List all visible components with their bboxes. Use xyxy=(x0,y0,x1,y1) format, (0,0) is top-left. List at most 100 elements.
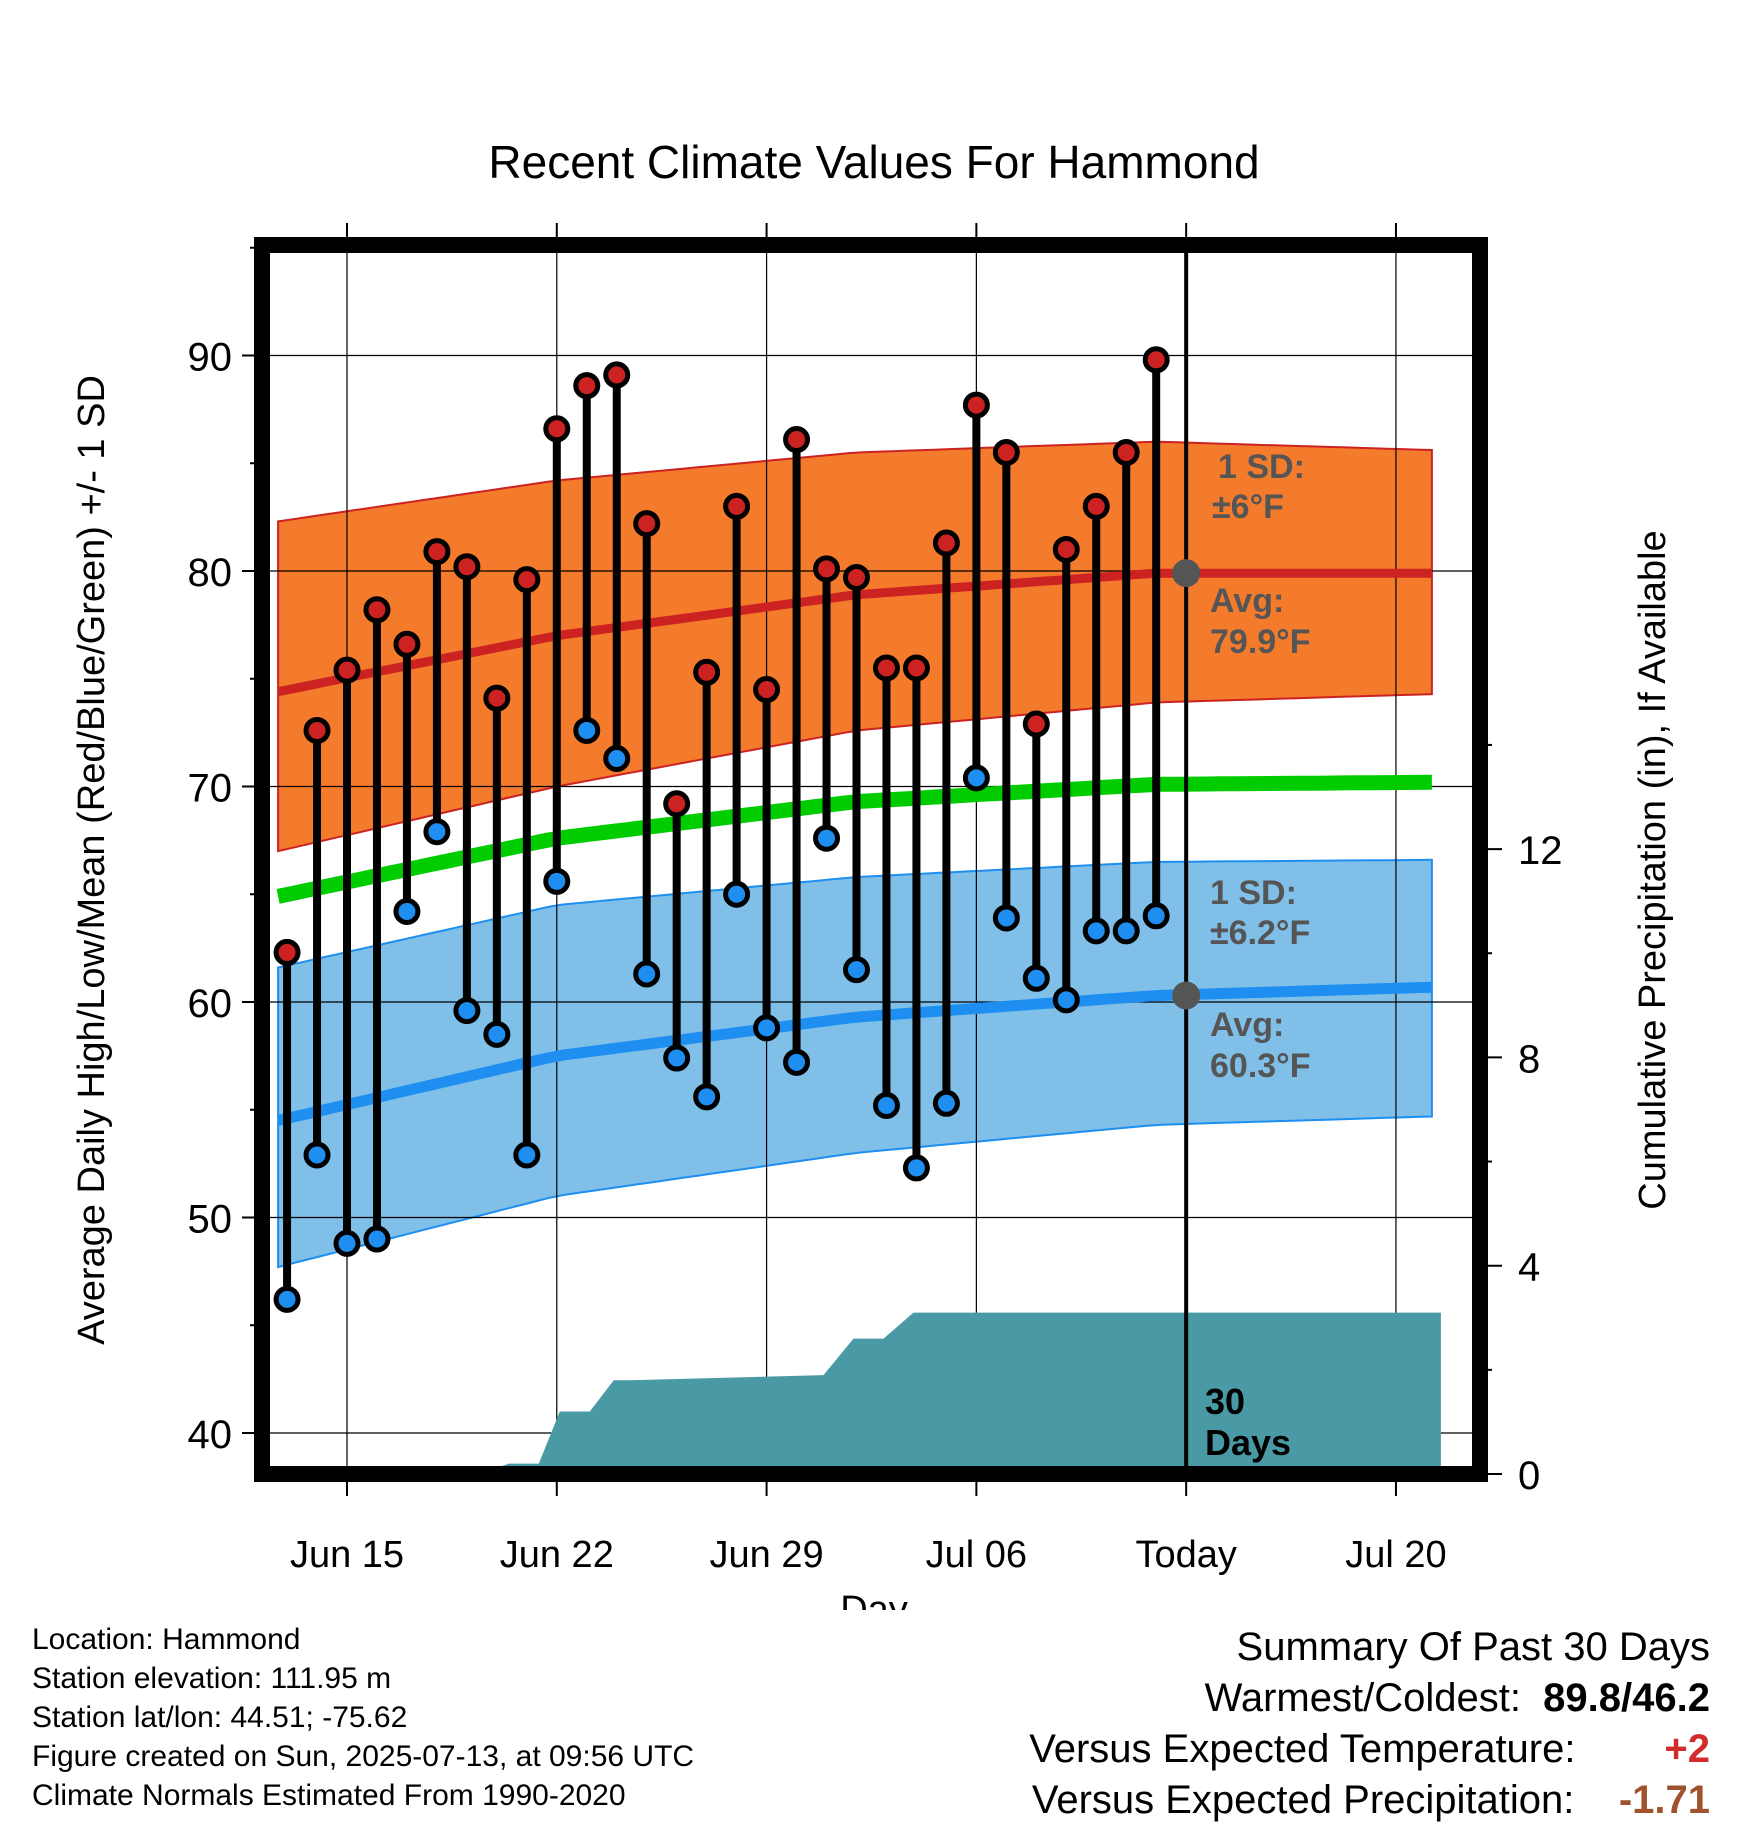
high-point xyxy=(393,630,421,658)
high-point xyxy=(273,938,301,966)
low-point xyxy=(932,1089,960,1117)
low-point xyxy=(842,956,870,984)
chart-title: Recent Climate Values For Hammond xyxy=(488,136,1259,188)
normal-low-line xyxy=(276,981,1433,1126)
latlon-text: Station lat/lon: 44.51; -75.62 xyxy=(32,1701,408,1734)
low-point xyxy=(453,997,481,1025)
y-tick-label: 70 xyxy=(188,767,233,811)
high-point xyxy=(423,538,451,566)
high-point xyxy=(813,555,841,583)
high-point xyxy=(1112,438,1140,466)
high-point xyxy=(663,790,691,818)
summary-title: Summary Of Past 30 Days xyxy=(1236,1625,1710,1669)
created-text: Figure created on Sun, 2025-07-13, at 09… xyxy=(32,1740,695,1773)
low-point xyxy=(603,744,631,772)
high-point xyxy=(902,654,930,682)
low-point xyxy=(872,1091,900,1119)
y2-tick-label: 12 xyxy=(1518,829,1563,873)
high-point xyxy=(483,684,511,712)
high-point xyxy=(1142,346,1170,374)
low-point xyxy=(962,764,990,792)
low-point xyxy=(483,1020,511,1048)
low-point xyxy=(363,1225,391,1253)
high-point xyxy=(962,391,990,419)
low-point xyxy=(543,867,571,895)
normals-text: Climate Normals Estimated From 1990-2020 xyxy=(32,1779,626,1812)
warm-cold-row: Warmest/Coldest: 89.8/46.2 xyxy=(1029,1673,1710,1724)
precip-value: -1.71 xyxy=(1618,1778,1710,1822)
y-axis-label: Average Daily High/Low/Mean (Red/Blue/Gr… xyxy=(71,375,113,1345)
precip-label: Versus Expected Precipitation: xyxy=(1031,1778,1575,1822)
y-tick-label: 50 xyxy=(188,1198,233,1242)
low-point xyxy=(1112,917,1140,945)
high-avg-title: Avg: xyxy=(1210,582,1284,620)
low-point xyxy=(663,1044,691,1072)
y2-tick-label: 4 xyxy=(1518,1246,1540,1290)
low-point xyxy=(1082,917,1110,945)
low-point xyxy=(693,1083,721,1111)
high-point xyxy=(783,426,811,454)
high-sd-title: 1 SD: xyxy=(1218,448,1305,486)
temp-label: Versus Expected Temperature: xyxy=(1029,1727,1576,1771)
y2-axis-label: Cumulative Precipitation (in), If Availa… xyxy=(1632,530,1674,1209)
high-point xyxy=(693,658,721,686)
y-tick-label: 60 xyxy=(188,982,233,1026)
low-point xyxy=(1052,986,1080,1014)
low-sd-band xyxy=(277,858,1433,1269)
warm-cold-value: 89.8/46.2 xyxy=(1543,1676,1710,1720)
location-text: Location: Hammond xyxy=(32,1623,301,1656)
low-point xyxy=(633,960,661,988)
y2-tick-label: 0 xyxy=(1518,1454,1540,1498)
low-sd-value: ±6.2°F xyxy=(1210,914,1310,952)
x-axis-label: Day xyxy=(840,1589,908,1610)
high-point xyxy=(543,415,571,443)
low-point xyxy=(723,880,751,908)
high-point xyxy=(1022,710,1050,738)
x-tick-label: Jul 20 xyxy=(1345,1534,1446,1576)
temp-value: +2 xyxy=(1664,1727,1710,1771)
y-tick-label: 80 xyxy=(188,551,233,595)
elevation-text: Station elevation: 111.95 m xyxy=(32,1662,392,1695)
x-tick-label: Jul 06 xyxy=(926,1534,1027,1576)
low-point xyxy=(393,897,421,925)
low-point xyxy=(423,818,451,846)
high-point xyxy=(1052,535,1080,563)
low-sd-title: 1 SD: xyxy=(1210,874,1297,912)
low-point xyxy=(813,824,841,852)
low-point xyxy=(902,1154,930,1182)
low-avg-value: 60.3°F xyxy=(1210,1047,1311,1085)
x-tick-label: Jun 15 xyxy=(290,1534,404,1576)
precip-area xyxy=(278,1312,1441,1474)
low-point xyxy=(333,1229,361,1257)
high-point xyxy=(633,510,661,538)
high-avg-value: 79.9°F xyxy=(1210,623,1311,661)
low-point xyxy=(513,1141,541,1169)
today-low-avg-point xyxy=(1172,981,1201,1010)
today-days-text: Days xyxy=(1205,1422,1291,1463)
high-point xyxy=(842,563,870,591)
today-days-number: 30 xyxy=(1205,1381,1245,1422)
low-point xyxy=(753,1014,781,1042)
high-point xyxy=(363,596,391,624)
temp-row: Versus Expected Temperature: +2 xyxy=(1029,1724,1710,1775)
plot-frame xyxy=(254,237,1488,1482)
high-point xyxy=(992,438,1020,466)
y-tick-label: 90 xyxy=(188,336,233,380)
low-point xyxy=(1022,964,1050,992)
high-point xyxy=(573,372,601,400)
low-avg-title: Avg: xyxy=(1210,1006,1284,1044)
x-tick-label: Jun 22 xyxy=(500,1534,614,1576)
low-point xyxy=(992,904,1020,932)
high-point xyxy=(1082,492,1110,520)
y-tick-label: 40 xyxy=(188,1413,233,1457)
high-point xyxy=(453,553,481,581)
low-point xyxy=(1142,902,1170,930)
low-point xyxy=(783,1048,811,1076)
low-point xyxy=(573,716,601,744)
x-tick-label: Today xyxy=(1135,1534,1236,1576)
today-high-avg-point xyxy=(1172,559,1201,588)
high-point xyxy=(753,676,781,704)
high-sd-value: ±6°F xyxy=(1212,488,1284,526)
high-point xyxy=(513,566,541,594)
